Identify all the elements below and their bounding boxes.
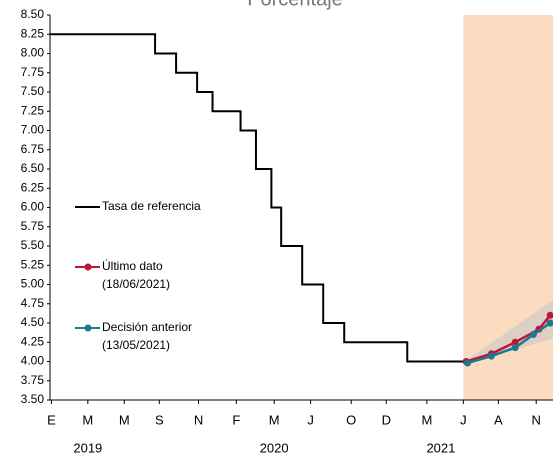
y-tick-label: 4.00 [21,354,45,368]
legend-marker [84,324,92,332]
y-tick-label: 8.00 [21,46,45,60]
y-tick-label: 3.75 [21,373,45,387]
x-tick-label: F [232,412,240,427]
data-point [487,352,495,360]
data-point [511,344,519,352]
y-tick-label: 6.75 [21,142,45,156]
data-point [546,319,553,327]
y-tick-label: 4.50 [21,315,45,329]
y-tick-label: 7.50 [21,84,45,98]
chart-title: Porcentaje [247,0,343,10]
x-tick-label: J [307,412,314,427]
data-point [511,338,519,346]
x-tick-label: A [494,412,503,427]
legend-marker [84,263,92,271]
x-tick-label: J [460,412,467,427]
legend-label: Decisión anterior [102,320,192,334]
x-tick-label: M [421,412,432,427]
series-line [50,33,464,363]
y-tick-label: 7.00 [21,123,45,137]
x-tick-label: M [119,412,130,427]
x-tick-label: E [47,412,56,427]
data-point [529,331,537,339]
x-tick-label: M [269,412,280,427]
y-tick-label: 8.25 [21,26,45,40]
x-tick-label: S [155,412,164,427]
data-point [546,311,553,319]
y-tick-label: 6.00 [21,200,45,214]
y-tick-label: 4.75 [21,296,45,310]
y-tick-label: 5.25 [21,257,45,271]
y-tick-label: 7.25 [21,103,45,117]
y-tick-label: 8.50 [21,7,45,21]
y-tick-label: 5.75 [21,219,45,233]
y-tick-label: 5.00 [21,277,45,291]
x-tick-label: D [382,412,391,427]
legend-note: (18/06/2021) [102,277,170,291]
data-point [464,359,472,367]
x-tick-label: N [194,412,203,427]
y-tick-label: 3.50 [21,392,45,406]
x-tick-label: M [82,412,93,427]
year-label: 2020 [260,440,289,455]
y-tick-label: 6.25 [21,180,45,194]
year-label: 2021 [426,440,455,455]
y-tick-label: 7.75 [21,65,45,79]
year-label: 2019 [73,440,102,455]
uncertainty-band [464,299,553,365]
y-tick-label: 4.25 [21,334,45,348]
x-tick-label: N [531,412,540,427]
legend-label: Último dato [102,258,163,273]
x-tick-label: O [346,412,356,427]
legend-note: (13/05/2021) [102,338,170,352]
y-tick-label: 6.50 [21,161,45,175]
legend-label: Tasa de referencia [102,199,201,213]
y-tick-label: 5.50 [21,238,45,252]
